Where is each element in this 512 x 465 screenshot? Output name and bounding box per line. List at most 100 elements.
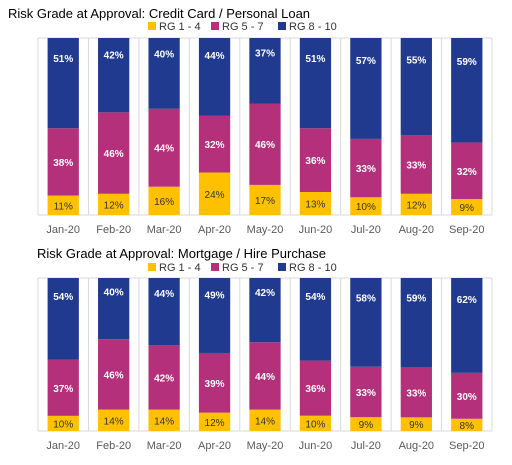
bar-segment-rg-1-4 (198, 412, 231, 431)
data-label-rg-5-7: 33% (356, 164, 376, 175)
data-label-rg-8-10: 51% (305, 54, 325, 65)
data-label-rg-5-7: 33% (406, 161, 426, 172)
bar-segment-rg-1-4 (350, 417, 382, 431)
bar-segment-rg-1-4 (198, 172, 231, 215)
bar-segment-rg-8-10 (198, 278, 231, 353)
data-label-rg-1-4: 13% (305, 199, 325, 210)
data-label-rg-8-10: 62% (457, 295, 477, 306)
bar-segment-rg-5-7 (148, 108, 180, 187)
data-label-rg-1-4: 9% (359, 420, 374, 431)
data-label-rg-8-10: 40% (104, 287, 124, 298)
bar-segment-rg-8-10 (451, 278, 483, 373)
data-label-rg-1-4: 14% (154, 416, 174, 427)
data-label-rg-5-7: 38% (53, 158, 73, 169)
legend-swatch-rg-8-10 (278, 263, 286, 271)
data-label-rg-1-4: 24% (205, 190, 225, 201)
x-tick-label: Jul-20 (351, 440, 381, 452)
bar-segment-rg-1-4 (47, 195, 79, 215)
legend-label-rg-8-10: RG 8 - 10 (289, 262, 337, 274)
bar-segment-rg-8-10 (350, 38, 382, 139)
x-tick-label: Aug-20 (399, 224, 434, 236)
data-label-rg-1-4: 12% (205, 418, 225, 429)
data-label-rg-8-10: 44% (205, 51, 225, 62)
bar-segment-rg-8-10 (249, 38, 281, 104)
bar-segment-rg-8-10 (47, 278, 79, 360)
bar-segment-rg-1-4 (249, 409, 281, 431)
legend-swatch-rg-1-4 (148, 22, 156, 30)
x-tick-label: May-20 (247, 224, 284, 236)
chart-bars: 11% 38% 51% 12% 46% 42% 16% 44% 40% 24% 32% 44% 17% 4… (47, 38, 483, 215)
bar-segment-rg-5-7 (451, 372, 483, 419)
bar-segment-rg-8-10 (299, 278, 332, 361)
data-label-rg-8-10: 57% (356, 56, 376, 67)
data-label-rg-5-7: 46% (255, 140, 275, 151)
x-tick-label: Jun-20 (299, 440, 333, 452)
chart-mortgage-hire-purchase: Risk Grade at Approval: Mortgage / Hire … (37, 246, 493, 452)
bar-segment-rg-5-7 (400, 367, 432, 418)
data-label-rg-5-7: 46% (104, 370, 124, 381)
data-label-rg-5-7: 32% (457, 167, 477, 178)
bar-segment-rg-5-7 (350, 138, 382, 198)
x-tick-label: Feb-20 (96, 440, 131, 452)
data-label-rg-1-4: 14% (255, 416, 275, 427)
bar-segment-rg-8-10 (299, 38, 332, 129)
x-tick-label: Jan-20 (46, 224, 80, 236)
bar-segment-rg-5-7 (400, 135, 432, 194)
data-label-rg-8-10: 54% (305, 292, 325, 303)
legend-label-rg-8-10: RG 8 - 10 (289, 21, 337, 33)
data-label-rg-5-7: 37% (53, 384, 73, 395)
data-label-rg-1-4: 10% (53, 419, 73, 430)
data-label-rg-1-4: 17% (255, 196, 275, 207)
x-tick-label: Jan-20 (46, 440, 80, 452)
data-label-rg-1-4: 10% (356, 202, 376, 213)
data-label-rg-5-7: 33% (356, 388, 376, 399)
bar-segment-rg-5-7 (249, 342, 281, 410)
data-label-rg-8-10: 44% (154, 289, 174, 300)
x-axis-ticks: Jan-20 Feb-20 Mar-20 Apr-20 May-20 Jun-20 Jul-… (46, 224, 484, 236)
bar-segment-rg-8-10 (400, 278, 432, 368)
bar-segment-rg-1-4 (400, 193, 432, 215)
bar-segment-rg-5-7 (299, 360, 332, 416)
x-tick-label: Jun-20 (299, 224, 333, 236)
x-tick-label: May-20 (247, 440, 284, 452)
bar-segment-rg-1-4 (98, 193, 130, 215)
bar-segment-rg-1-4 (400, 417, 432, 431)
bar-segment-rg-1-4 (148, 186, 180, 215)
bar-segment-rg-8-10 (400, 38, 432, 136)
bar-segment-rg-8-10 (148, 278, 180, 346)
data-label-rg-5-7: 39% (205, 379, 225, 390)
legend-swatch-rg-1-4 (148, 263, 156, 271)
bar-segment-rg-1-4 (249, 184, 281, 215)
chart-title: Risk Grade at Approval: Credit Card / Pe… (8, 6, 310, 21)
data-label-rg-1-4: 14% (104, 416, 124, 427)
x-tick-label: Feb-20 (96, 224, 131, 236)
legend-swatch-rg-5-7 (211, 263, 219, 271)
bar-segment-rg-8-10 (451, 38, 483, 143)
bar-segment-rg-5-7 (249, 103, 281, 185)
bar-segment-rg-1-4 (299, 415, 332, 431)
data-label-rg-8-10: 37% (255, 48, 275, 59)
legend-label-rg-5-7: RG 5 - 7 (222, 262, 264, 274)
x-tick-label: Aug-20 (399, 440, 434, 452)
data-label-rg-1-4: 10% (305, 419, 325, 430)
data-label-rg-8-10: 51% (53, 54, 73, 65)
chart-credit-card-personal-loan: Risk Grade at Approval: Credit Card / Pe… (8, 6, 493, 236)
data-label-rg-1-4: 8% (460, 421, 475, 432)
chart-bars: 10% 37% 54% 14% 46% 40% 14% 42% 44% 12% 39% 49% 14% 4… (47, 278, 483, 432)
data-label-rg-5-7: 46% (104, 149, 124, 160)
data-label-rg-8-10: 42% (104, 50, 124, 61)
legend-label-rg-1-4: RG 1 - 4 (159, 262, 201, 274)
chart-legend: RG 1 - 4 RG 5 - 7 RG 8 - 10 (148, 21, 337, 33)
bar-segment-rg-8-10 (249, 278, 281, 343)
data-label-rg-8-10: 49% (205, 290, 225, 301)
data-label-rg-1-4: 12% (406, 200, 426, 211)
bar-segment-rg-5-7 (350, 366, 382, 418)
bar-segment-rg-5-7 (98, 339, 130, 410)
data-label-rg-8-10: 55% (406, 55, 426, 66)
data-label-rg-5-7: 36% (305, 156, 325, 167)
bar-segment-rg-5-7 (198, 352, 231, 413)
data-label-rg-1-4: 9% (409, 420, 424, 431)
x-tick-label: Jul-20 (351, 224, 381, 236)
data-label-rg-1-4: 16% (154, 197, 174, 208)
